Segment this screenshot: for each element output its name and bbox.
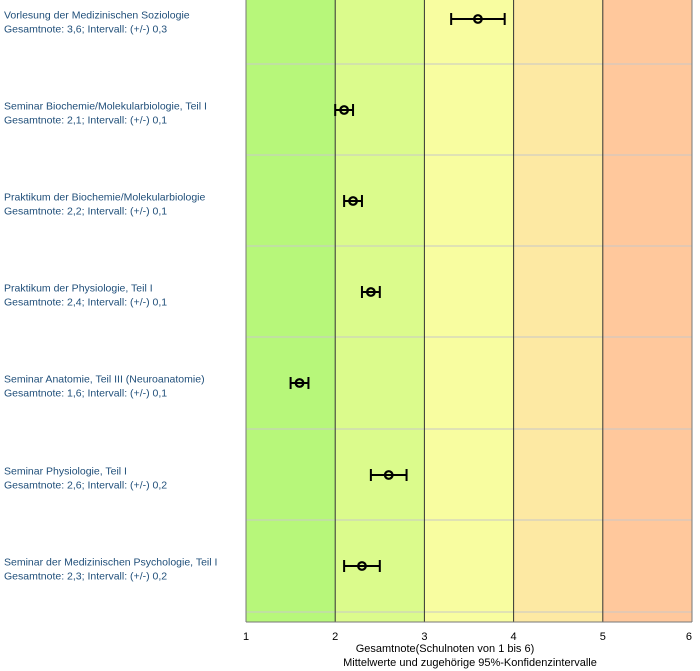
- grade-zones: [246, 0, 692, 622]
- mean-point-5: [294, 378, 305, 388]
- vertical-grid-lines: [245, 0, 693, 623]
- x-axis-label: Gesamtnote(Schulnoten von 1 bis 6): [356, 643, 535, 655]
- mean-point-4: [365, 287, 376, 297]
- row-subtitle-2: Gesamtnote: 2,1; Intervall: (+/-) 0,1: [4, 115, 167, 127]
- x-tick-label-6: 6: [686, 631, 692, 643]
- x-tick-label-5: 5: [600, 631, 606, 643]
- grade-zone-1: [246, 0, 336, 622]
- x-axis: 1 2 3 4 5 6: [243, 631, 692, 643]
- row-title-6: Seminar Physiologie, Teil I: [4, 466, 127, 478]
- mean-point-6: [383, 470, 394, 480]
- x-tick-label-1: 1: [243, 631, 249, 643]
- mean-point-1: [473, 14, 483, 24]
- row-title-4: Praktikum der Physiologie, Teil I: [4, 283, 153, 295]
- row-title-5: Seminar Anatomie, Teil III (Neuroanatomi…: [4, 374, 205, 386]
- x-tick-label-3: 3: [421, 631, 427, 643]
- row-subtitle-7: Gesamtnote: 2,3; Intervall: (+/-) 0,2: [4, 571, 167, 583]
- data-marks: [289, 13, 506, 572]
- x-axis-sublabel: Mittelwerte und zugehörige 95%-Konfidenz…: [343, 657, 597, 669]
- row-subtitle-5: Gesamtnote: 1,6; Intervall: (+/-) 0,1: [4, 388, 167, 400]
- row-subtitle-6: Gesamtnote: 2,6; Intervall: (+/-) 0,2: [4, 480, 167, 492]
- grade-zone-3: [424, 0, 514, 622]
- grade-zone-4: [513, 0, 603, 622]
- x-tick-label-2: 2: [332, 631, 338, 643]
- row-labels: Vorlesung der Medizinischen Soziologie Ge…: [4, 10, 217, 583]
- mean-point-7: [357, 561, 367, 571]
- row-grid-lines: [246, 63, 692, 613]
- row-title-7: Seminar der Medizinischen Psychologie, T…: [4, 557, 217, 569]
- mean-point-2: [339, 105, 350, 115]
- row-subtitle-1: Gesamtnote: 3,6; Intervall: (+/-) 0,3: [4, 24, 167, 36]
- row-title-2: Seminar Biochemie/Molekularbiologie, Tei…: [4, 101, 207, 113]
- grade-zone-2: [335, 0, 425, 622]
- row-title-3: Praktikum der Biochemie/Molekularbiologi…: [4, 192, 206, 204]
- row-subtitle-4: Gesamtnote: 2,4; Intervall: (+/-) 0,1: [4, 297, 167, 309]
- grade-zone-5: [602, 0, 692, 622]
- mean-point-3: [348, 196, 358, 206]
- x-tick-label-4: 4: [511, 631, 517, 643]
- row-subtitle-3: Gesamtnote: 2,2; Intervall: (+/-) 0,1: [4, 206, 167, 218]
- row-title-1: Vorlesung der Medizinischen Soziologie: [4, 10, 190, 22]
